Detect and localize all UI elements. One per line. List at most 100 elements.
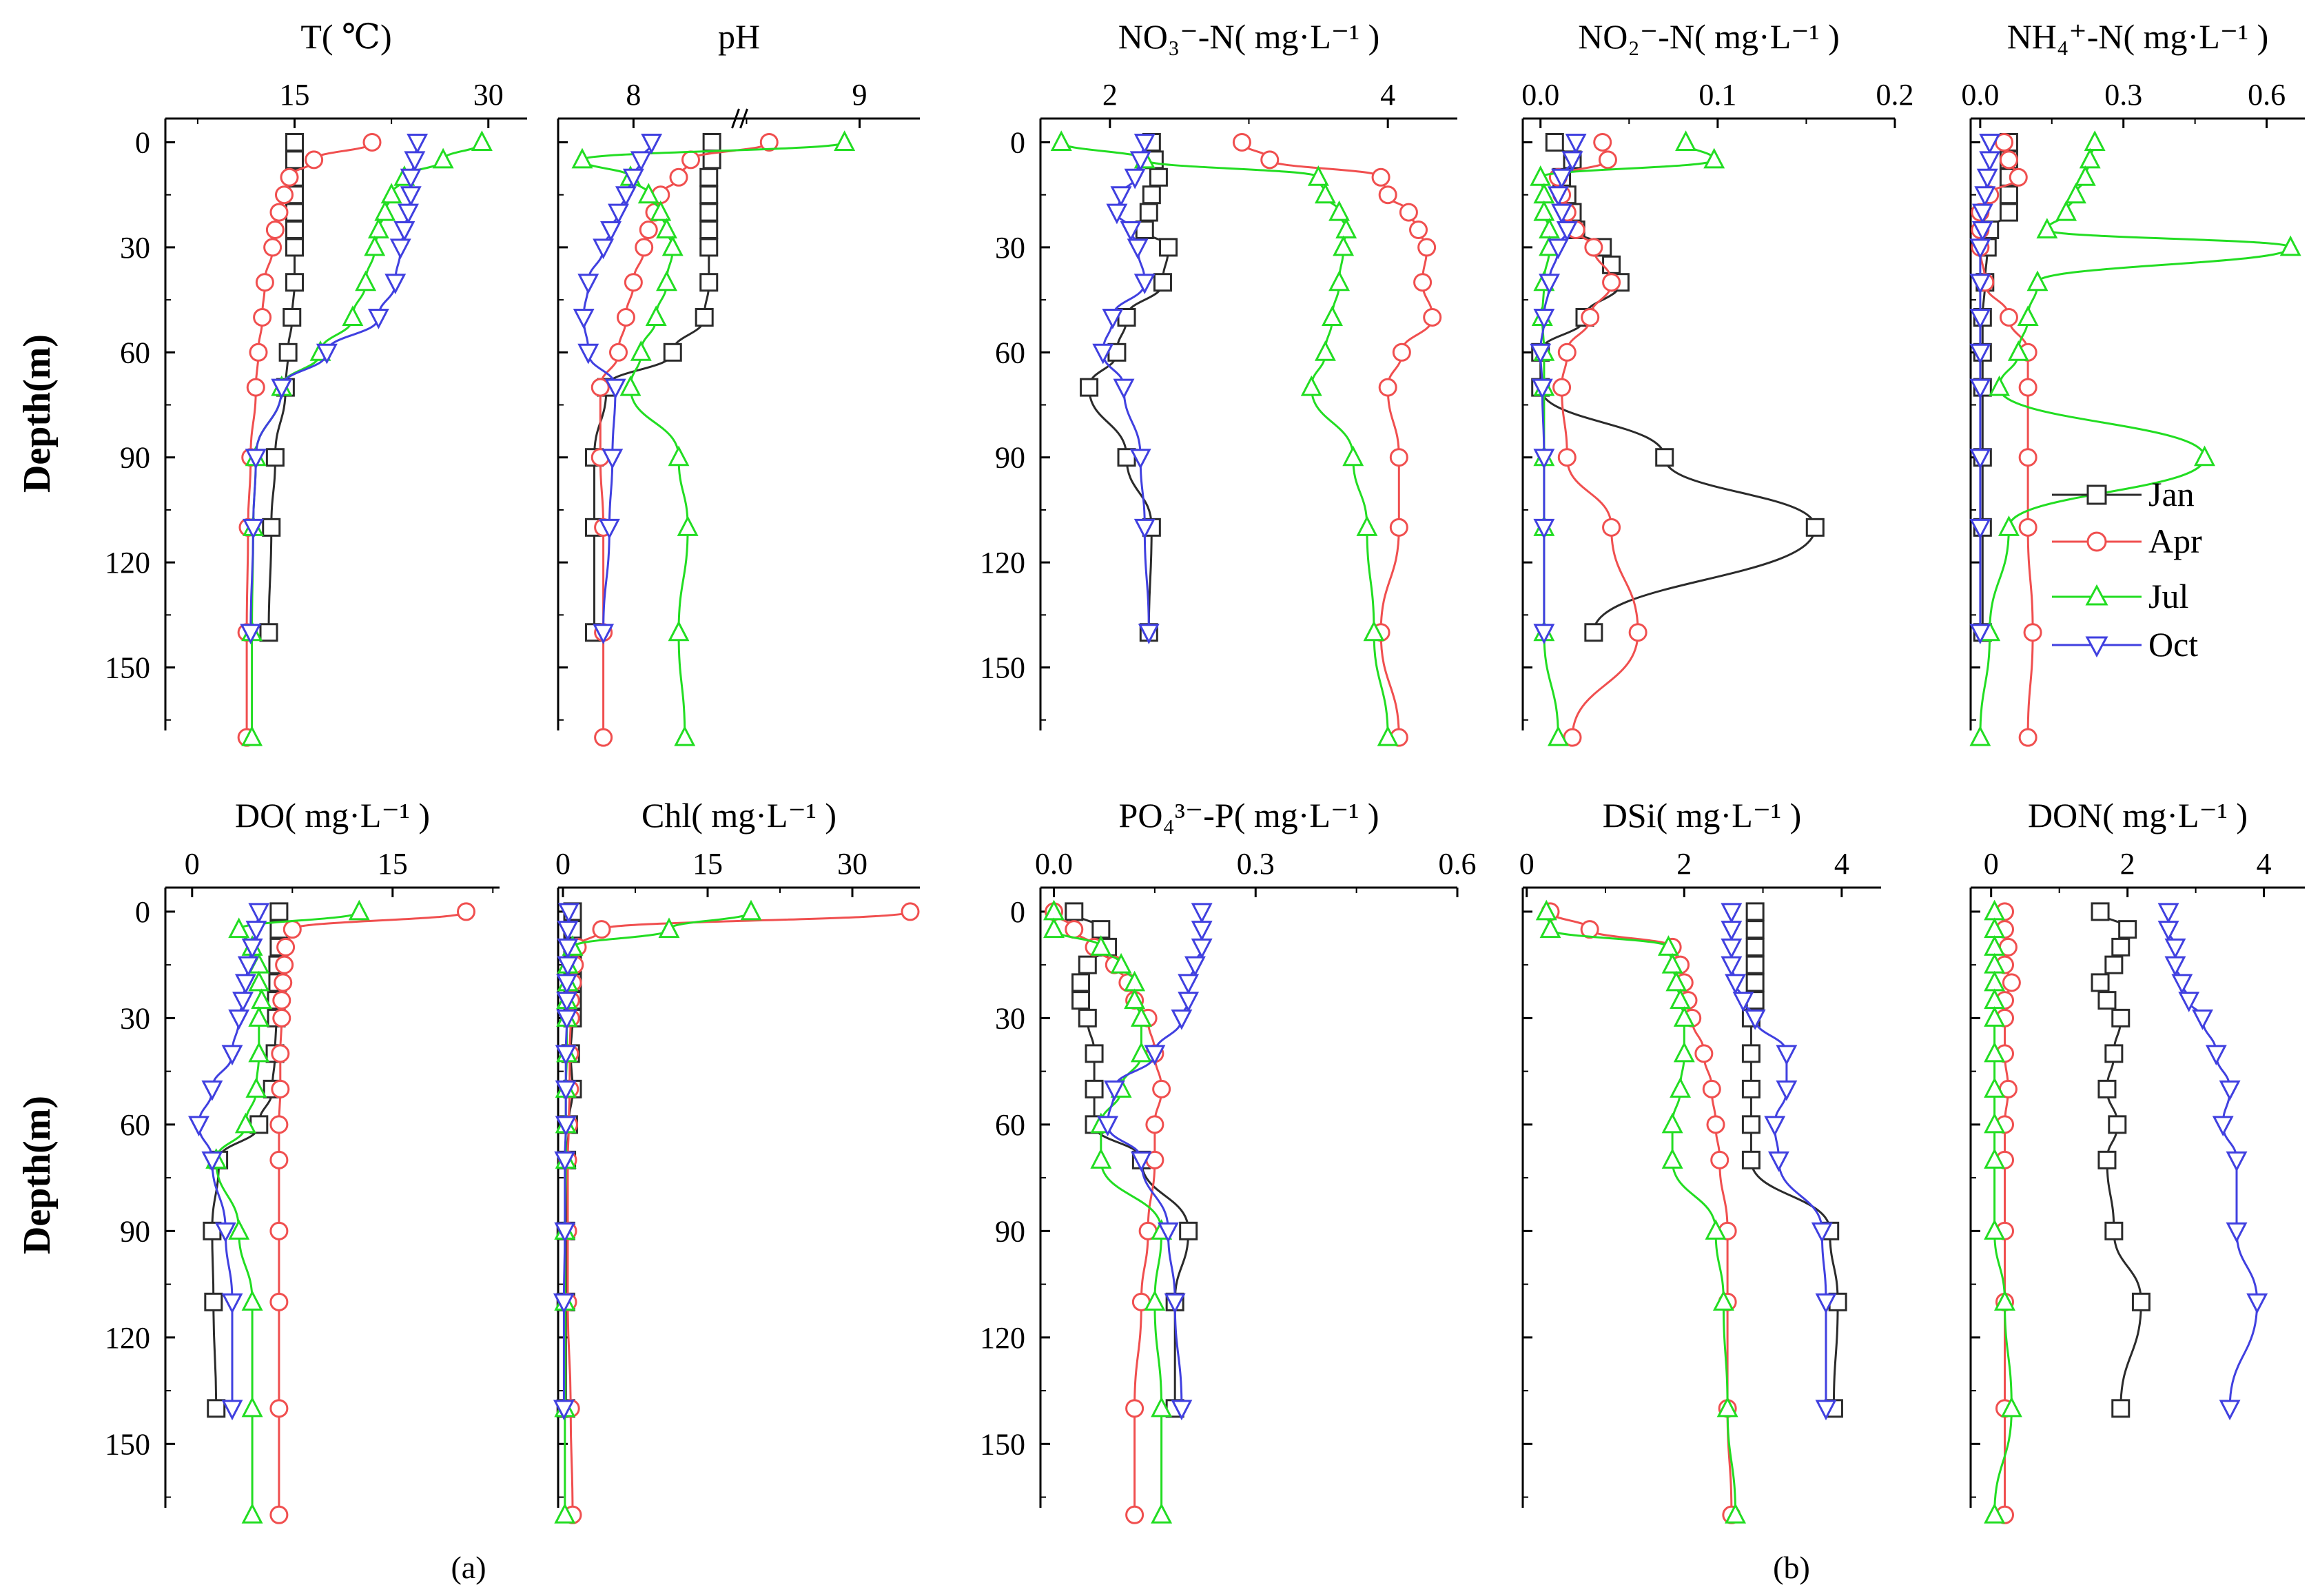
data-point bbox=[1043, 917, 1065, 939]
y-tick-label: 90 bbox=[995, 1214, 1025, 1248]
data-point bbox=[2074, 165, 2096, 186]
data-point bbox=[663, 342, 682, 362]
data-point bbox=[600, 221, 622, 242]
panel-nh4: NH₄⁺-N( mg·L⁻¹ )0.0 0.3 0.6 bbox=[1961, 17, 2305, 747]
series-no3-apr bbox=[1232, 132, 1442, 747]
y-tick-label: 30 bbox=[120, 231, 150, 265]
data-point bbox=[2018, 448, 2037, 467]
data-point bbox=[393, 221, 415, 242]
data-point bbox=[2000, 1396, 2022, 1418]
data-point bbox=[251, 988, 273, 1010]
data-point bbox=[1322, 305, 1343, 327]
series-no2-oct bbox=[1530, 133, 1587, 644]
data-point bbox=[619, 375, 641, 396]
data-point bbox=[285, 132, 304, 152]
data-point bbox=[241, 1396, 263, 1418]
data-point bbox=[274, 973, 293, 992]
data-point bbox=[1565, 133, 1587, 154]
data-point bbox=[2097, 1150, 2117, 1169]
y-axis-label-bottom: Depth(m) bbox=[16, 1096, 59, 1254]
panel-title-no2: NO₂⁻-N( mg·L⁻¹ ) bbox=[1578, 17, 1840, 56]
data-point bbox=[1151, 1396, 1173, 1418]
data-point bbox=[1065, 920, 1084, 939]
data-point bbox=[615, 186, 637, 207]
data-point bbox=[635, 238, 654, 257]
legend-marker-jan bbox=[2086, 484, 2107, 505]
data-point bbox=[1071, 973, 1091, 992]
data-point bbox=[1979, 133, 2001, 154]
data-point bbox=[2007, 340, 2029, 361]
data-point bbox=[400, 186, 422, 207]
panel-no2: NO₂⁻-N( mg·L⁻¹ ) 0.0 0.1 0.2 bbox=[1521, 17, 1914, 747]
data-point bbox=[1152, 1079, 1171, 1098]
data-point bbox=[1106, 203, 1128, 225]
data-point bbox=[2064, 183, 2086, 204]
data-point bbox=[555, 1116, 577, 1137]
data-point bbox=[592, 920, 611, 939]
series-line bbox=[1060, 141, 1389, 738]
data-point bbox=[554, 1222, 576, 1243]
panel-label-a: (a) bbox=[451, 1550, 486, 1585]
data-point bbox=[1776, 1080, 1798, 1101]
data-point bbox=[1191, 903, 1213, 924]
data-point bbox=[285, 203, 304, 222]
data-point bbox=[1705, 1219, 1727, 1240]
data-point bbox=[272, 991, 291, 1010]
data-point bbox=[2079, 147, 2101, 169]
y-tick-label: 150 bbox=[105, 1427, 150, 1461]
data-point bbox=[1557, 448, 1577, 467]
panel-don: DON( mg·L⁻¹ ) 0 2 4 bbox=[1969, 796, 2305, 1524]
data-point bbox=[1551, 168, 1573, 190]
legend-label-apr: Apr bbox=[2148, 522, 2202, 560]
data-point bbox=[1103, 1080, 1125, 1101]
data-point bbox=[2108, 1115, 2127, 1134]
data-point bbox=[1999, 203, 2018, 222]
data-point bbox=[272, 1008, 291, 1027]
series-don-jul bbox=[1984, 899, 2022, 1524]
data-point bbox=[285, 150, 304, 170]
data-point bbox=[1741, 1079, 1760, 1098]
data-point bbox=[624, 273, 643, 292]
data-point bbox=[1071, 991, 1091, 1010]
data-point bbox=[355, 270, 377, 291]
data-point bbox=[2171, 974, 2193, 995]
data-point bbox=[1065, 902, 1084, 921]
y-tick-label: 150 bbox=[980, 651, 1025, 685]
data-point bbox=[702, 132, 721, 152]
data-point bbox=[1694, 1044, 1714, 1063]
series-t-oct bbox=[240, 133, 429, 644]
data-point bbox=[265, 448, 285, 467]
data-point bbox=[1547, 238, 1569, 260]
data-point bbox=[1125, 1505, 1144, 1524]
series-po4-apr bbox=[1045, 902, 1171, 1524]
data-point bbox=[1732, 992, 1754, 1012]
x-tick-label: 4 bbox=[1834, 847, 1849, 881]
panel-title-nh4: NH₄⁺-N( mg·L⁻¹ ) bbox=[2007, 17, 2269, 56]
data-point bbox=[1133, 518, 1156, 540]
data-point bbox=[1133, 274, 1156, 294]
data-point bbox=[1124, 168, 1146, 190]
data-point bbox=[1139, 203, 1158, 222]
data-point bbox=[1144, 1045, 1166, 1066]
data-point bbox=[1628, 623, 1647, 642]
data-point bbox=[1417, 238, 1437, 257]
data-point bbox=[263, 238, 283, 257]
data-point bbox=[283, 308, 302, 327]
x-tick-label: 0.1 bbox=[1698, 78, 1736, 112]
data-point bbox=[253, 308, 272, 327]
data-point bbox=[1969, 624, 1991, 644]
data-point bbox=[1969, 449, 1991, 469]
y-tick-label: 150 bbox=[980, 1427, 1025, 1461]
data-point bbox=[1764, 1116, 1786, 1137]
data-point bbox=[1741, 1044, 1760, 1063]
data-point bbox=[2219, 1080, 2241, 1101]
x-tick-label: 4 bbox=[1380, 78, 1395, 112]
data-point bbox=[1328, 270, 1351, 291]
data-point bbox=[1533, 200, 1555, 221]
data-point bbox=[1969, 518, 1991, 540]
data-point bbox=[630, 340, 652, 361]
x-tick-label: 0.3 bbox=[1237, 847, 1275, 881]
data-point bbox=[1171, 1009, 1193, 1030]
data-point bbox=[1389, 518, 1408, 537]
data-point bbox=[1657, 935, 1679, 956]
